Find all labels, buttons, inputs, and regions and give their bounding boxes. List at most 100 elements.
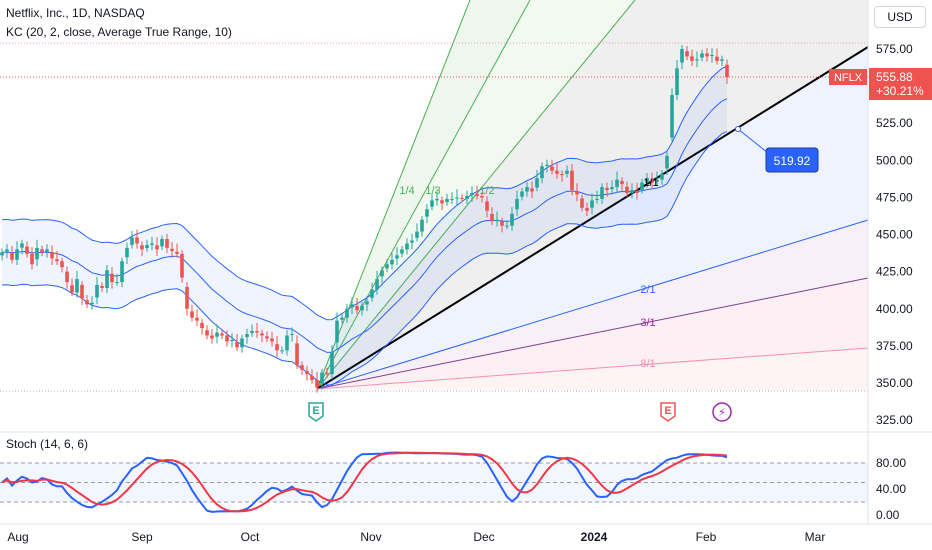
candle-body bbox=[305, 370, 309, 375]
candle-body bbox=[45, 249, 49, 253]
candle-body bbox=[485, 201, 489, 211]
candle-body bbox=[455, 197, 459, 199]
candle-body bbox=[230, 339, 234, 341]
candle-body bbox=[500, 221, 504, 226]
fan-label: 1/4 bbox=[399, 185, 414, 197]
candle-body bbox=[450, 198, 454, 200]
candle-body bbox=[5, 249, 9, 252]
candle-body bbox=[415, 231, 419, 238]
candle-body bbox=[175, 251, 179, 254]
candle-body bbox=[350, 304, 354, 308]
candle-body bbox=[20, 243, 24, 248]
last-price-box bbox=[869, 68, 932, 100]
candle-body bbox=[70, 285, 74, 293]
candle-body bbox=[565, 170, 569, 174]
candle-body bbox=[75, 279, 79, 293]
candle-body bbox=[420, 219, 424, 232]
candle-body bbox=[440, 200, 444, 204]
candle-body bbox=[535, 178, 539, 188]
candle-body bbox=[435, 198, 439, 201]
candle-body bbox=[310, 375, 314, 381]
symbol-tag: NFLX bbox=[834, 72, 863, 84]
candle-body bbox=[125, 247, 129, 258]
candle-body bbox=[85, 300, 89, 305]
candle-body bbox=[495, 219, 499, 222]
candle-body bbox=[120, 261, 124, 283]
change-pct: +30.21% bbox=[876, 84, 924, 98]
candle-body bbox=[510, 213, 514, 226]
candle-body bbox=[395, 255, 399, 259]
price-tick: 450.00 bbox=[876, 228, 913, 242]
candle-body bbox=[695, 59, 699, 61]
fan-ray bbox=[316, 0, 531, 390]
fan-label: 2/1 bbox=[640, 284, 655, 296]
candle-body bbox=[170, 248, 174, 251]
candle-body bbox=[725, 64, 729, 78]
candle-body bbox=[335, 320, 339, 343]
candle-body bbox=[235, 342, 239, 348]
candle-body bbox=[430, 200, 434, 207]
price-tick: 375.00 bbox=[876, 339, 913, 353]
candle-body bbox=[490, 213, 494, 222]
dividend-marker bbox=[712, 402, 732, 422]
candle-body bbox=[185, 286, 189, 309]
candle-body bbox=[215, 332, 219, 337]
fan-labels: 1/4 1/3 1/2 1/1 2/1 3/1 8/1 bbox=[399, 177, 658, 370]
candle-body bbox=[275, 344, 279, 351]
candle-body bbox=[60, 261, 64, 268]
candle-body bbox=[680, 49, 684, 63]
stoch-d-line bbox=[1, 451, 728, 513]
candle-body bbox=[55, 259, 59, 262]
candle-body bbox=[640, 182, 644, 190]
candle-body bbox=[410, 240, 414, 243]
candle-body bbox=[615, 179, 619, 188]
candle-body bbox=[515, 198, 519, 210]
stoch-tick: 40.00 bbox=[876, 482, 906, 496]
trend-connector bbox=[737, 128, 769, 154]
candle-body bbox=[195, 317, 199, 321]
candle-body bbox=[140, 245, 144, 250]
lightning-icon: ⚡ bbox=[718, 406, 726, 419]
price-tick: 500.00 bbox=[876, 153, 913, 167]
candle-body bbox=[180, 253, 184, 278]
candle-body bbox=[670, 95, 674, 138]
candle-body bbox=[570, 170, 574, 191]
time-label: 2024 bbox=[581, 530, 608, 544]
candle-body bbox=[525, 187, 529, 192]
time-label: Aug bbox=[7, 530, 28, 544]
candle-body bbox=[260, 333, 264, 336]
candle-body bbox=[190, 311, 194, 318]
candle-body bbox=[720, 59, 724, 61]
candle-body bbox=[65, 271, 69, 283]
candle-body bbox=[105, 270, 109, 288]
candle-body bbox=[90, 302, 94, 305]
candle-body bbox=[245, 334, 249, 338]
fan-label: 1/1 bbox=[643, 177, 658, 189]
price-tick: 400.00 bbox=[876, 302, 913, 316]
candle-body bbox=[690, 56, 694, 61]
currency-button[interactable]: USD bbox=[874, 6, 926, 28]
fan-ray bbox=[316, 277, 869, 390]
trend-line[interactable]: 519.92 bbox=[735, 126, 819, 173]
price-scale[interactable]: 575.00550.00525.00500.00475.00450.00425.… bbox=[829, 42, 932, 427]
candle-body bbox=[425, 209, 429, 217]
candle-body bbox=[715, 56, 719, 61]
candle-body bbox=[0, 252, 4, 256]
candle-body bbox=[240, 338, 244, 348]
price-tick: 475.00 bbox=[876, 190, 913, 204]
event-markers[interactable]: E E ⚡ bbox=[308, 402, 732, 422]
candle-body bbox=[220, 333, 224, 336]
candle-body bbox=[505, 225, 509, 227]
candle-body bbox=[135, 237, 139, 244]
candle-body bbox=[605, 187, 609, 191]
fan-label: 1/3 bbox=[425, 185, 440, 197]
candle-body bbox=[100, 285, 104, 288]
candle-body bbox=[205, 330, 209, 336]
candle-body bbox=[645, 178, 649, 183]
candle-body bbox=[660, 173, 664, 180]
price-tick: 325.00 bbox=[876, 413, 913, 427]
candle-body bbox=[635, 190, 639, 193]
time-axis[interactable]: Aug Sep Oct Nov Dec 2024 Feb Mar bbox=[7, 530, 825, 544]
candle-body bbox=[650, 179, 654, 183]
